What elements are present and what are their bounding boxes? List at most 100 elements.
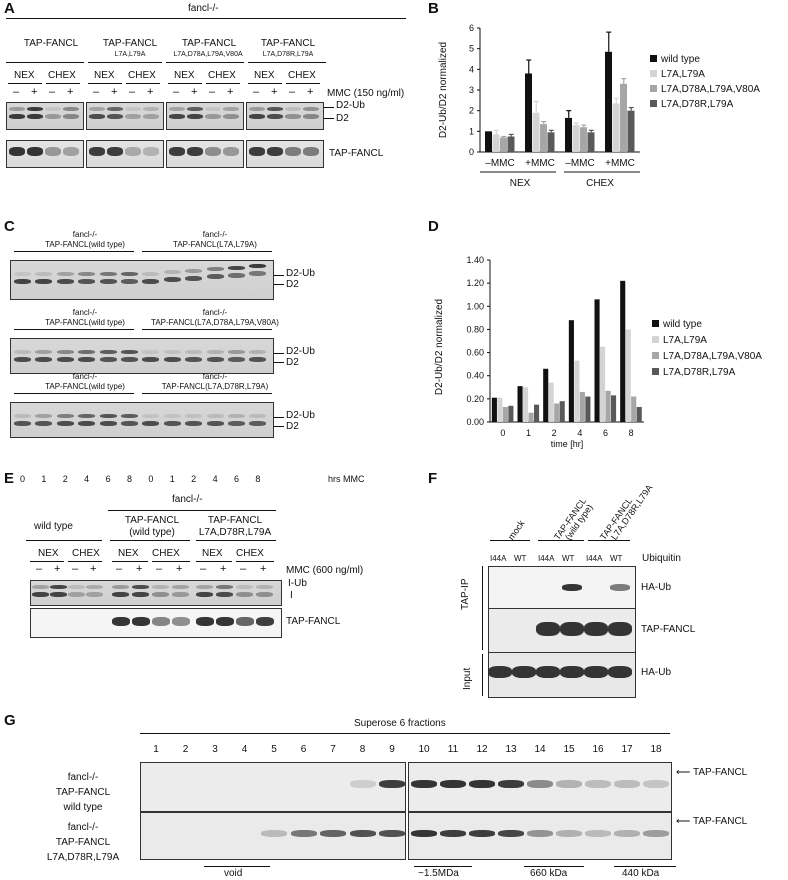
- band-tapfancl: [320, 830, 346, 837]
- marker-label: ~1.5MDa: [418, 868, 459, 879]
- band-d2: [249, 357, 267, 362]
- bar: [517, 386, 523, 422]
- bar: [572, 125, 580, 152]
- arrow-left-icon: ⟵: [676, 816, 691, 827]
- band-d2: [169, 114, 185, 119]
- y-tick-label: 1: [469, 126, 474, 136]
- x-tick-label: 1: [526, 428, 531, 438]
- band-d2: [125, 114, 141, 119]
- bar: [547, 132, 555, 152]
- y-tick-label: 0: [469, 147, 474, 157]
- band-d2: [142, 279, 160, 284]
- marker-label: 660 kDa: [530, 868, 568, 879]
- bar: [528, 412, 534, 422]
- band-d2ub: [14, 272, 31, 276]
- band-tapfancl: [585, 780, 611, 788]
- side-label-tapip: TAP-IP: [460, 578, 471, 610]
- band-d2ub: [228, 350, 245, 354]
- band-d2ub: [35, 350, 53, 354]
- band-d2ub: [206, 414, 224, 418]
- blot-e-top: [30, 580, 282, 606]
- band-haub: [610, 584, 630, 591]
- construct-label: TAP-FANCL: [260, 38, 316, 49]
- band-tapfancl: [608, 622, 632, 636]
- band-d2ub: [249, 264, 267, 268]
- band-tapfancl: [379, 780, 405, 788]
- band-d2ub: [121, 414, 138, 418]
- bar: [534, 404, 540, 422]
- mmc-sign: +: [307, 86, 314, 98]
- fraction-label: NEX: [14, 70, 35, 81]
- fraction-number: 16: [592, 744, 604, 755]
- band-label-i: I: [290, 590, 293, 601]
- band-d2: [56, 357, 74, 362]
- band-d2: [163, 277, 181, 283]
- band-d2ub: [249, 107, 265, 111]
- chart-b: 0 1 2 3 4 5 6 D2-Ub/D2 normalized –MMC +MMC –MMC +M…: [438, 23, 760, 189]
- band-d2ub: [99, 272, 117, 276]
- band-d2ub: [35, 272, 53, 276]
- band-d2: [9, 114, 25, 119]
- bar: [540, 124, 547, 152]
- fraction-number: 18: [650, 744, 662, 755]
- mmc-label: MMC (150 ng/ml): [327, 88, 405, 99]
- bar: [579, 391, 585, 422]
- band-d2: [107, 114, 123, 119]
- band-tapfancl: [63, 147, 79, 156]
- band-tapfancl: [379, 830, 405, 837]
- row-header: fancl-/-: [202, 372, 228, 381]
- band-d2: [163, 357, 181, 362]
- band-label-d2: D2: [286, 357, 299, 368]
- row-header: TAP-FANCL(wild type): [45, 318, 125, 327]
- row-header: TAP-FANCL(L7A,D78A,L79A,V80A): [151, 318, 279, 327]
- band-d2: [14, 357, 31, 362]
- band-d2ub: [249, 350, 267, 354]
- x-tick-label: +MMC: [525, 158, 555, 169]
- band-d2ub: [107, 107, 123, 111]
- band-d2ub: [56, 414, 74, 418]
- y-tick-label: 0.40: [466, 371, 484, 381]
- legend-swatch: [650, 100, 657, 107]
- band-iub: [256, 585, 273, 589]
- column-label: mock: [506, 518, 527, 542]
- band-d2ub: [142, 414, 160, 418]
- band-i: [50, 592, 67, 597]
- bar: [574, 360, 580, 422]
- blot-c-row: [10, 402, 274, 438]
- ub-variant-label: I44A: [586, 554, 603, 563]
- group-label: TAP-FANCL: [124, 515, 180, 526]
- band-d2ub: [206, 350, 224, 354]
- bar: [492, 134, 500, 152]
- band-d2: [303, 114, 319, 119]
- band-d2ub: [89, 107, 105, 111]
- mmc-sign: –: [72, 563, 79, 575]
- band-d2ub: [78, 350, 96, 354]
- band-d2ub: [267, 107, 283, 111]
- band-d2ub: [78, 414, 96, 418]
- fraction-number: 15: [563, 744, 575, 755]
- ubiquitin-label: Ubiquitin: [642, 553, 681, 564]
- band-label-haub: HA-Ub: [641, 582, 672, 593]
- bar: [523, 387, 529, 422]
- band-d2: [185, 421, 203, 426]
- panel-letter-d: D: [428, 218, 439, 235]
- row-header: TAP-FANCL(L7A,L79A): [173, 240, 257, 249]
- band-tapfancl: [27, 147, 43, 156]
- band-i: [152, 592, 169, 597]
- band-d2ub: [163, 270, 181, 275]
- legend-swatch: [652, 336, 659, 343]
- fraction-label: NEX: [38, 548, 59, 559]
- band-tapfancl: [216, 617, 234, 626]
- group-label: CHEX: [586, 178, 614, 189]
- band-d2ub: [187, 107, 203, 111]
- band-d2ub: [9, 107, 25, 111]
- band-tapfancl: [498, 780, 524, 788]
- row-header: fancl-/-: [72, 372, 98, 381]
- band-d2ub: [78, 272, 96, 276]
- band-d2ub: [228, 265, 245, 270]
- mutation-label: L7A,L79A: [114, 51, 146, 58]
- band-d2: [121, 357, 138, 362]
- band-d2ub: [285, 107, 301, 111]
- fraction-label: NEX: [118, 548, 139, 559]
- band-haub: [562, 584, 582, 591]
